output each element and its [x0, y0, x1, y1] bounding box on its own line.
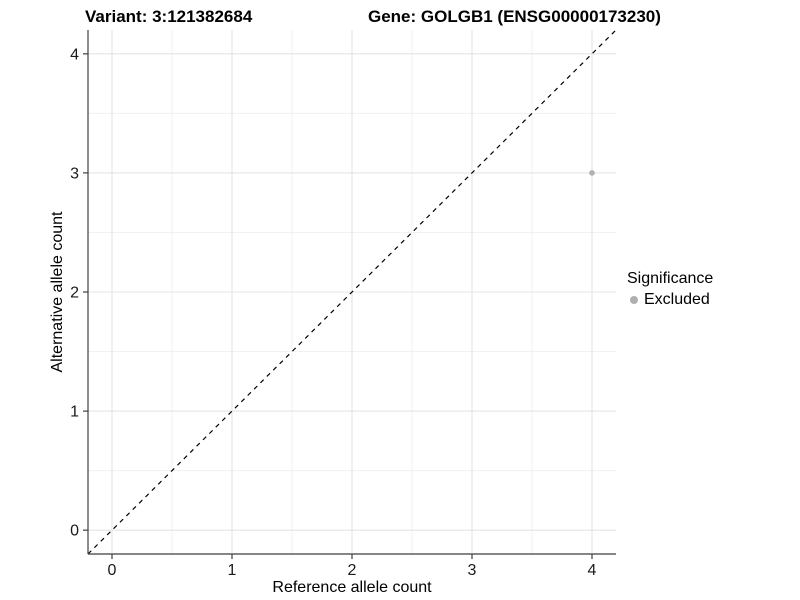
y-tick-label: 1 — [70, 404, 79, 421]
x-tick-label: 0 — [108, 562, 117, 579]
y-tick-label: 2 — [70, 285, 79, 302]
excluded-point-icon — [630, 295, 638, 304]
x-tick-label: 2 — [348, 562, 357, 579]
y-axis-title: Alternative allele count — [49, 211, 66, 373]
y-tick-label: 3 — [70, 165, 79, 182]
plot-title-gene: Gene: GOLGB1 (ENSG00000173230) — [368, 7, 661, 26]
x-tick-label: 3 — [468, 562, 477, 579]
y-tick-label: 4 — [70, 46, 79, 63]
data-point — [589, 170, 595, 176]
legend: Significance Excluded — [627, 268, 713, 310]
x-tick-label: 4 — [588, 562, 597, 579]
y-tick-label: 0 — [70, 523, 79, 540]
x-tick-label: 1 — [228, 562, 237, 579]
legend-item-label: Excluded — [644, 291, 710, 308]
identity-line — [87, 29, 617, 555]
legend-item-excluded: Excluded — [627, 289, 713, 310]
x-axis-title: Reference allele count — [272, 579, 432, 596]
plot-title-variant: Variant: 3:121382684 — [85, 7, 253, 26]
legend-title: Significance — [627, 270, 714, 287]
